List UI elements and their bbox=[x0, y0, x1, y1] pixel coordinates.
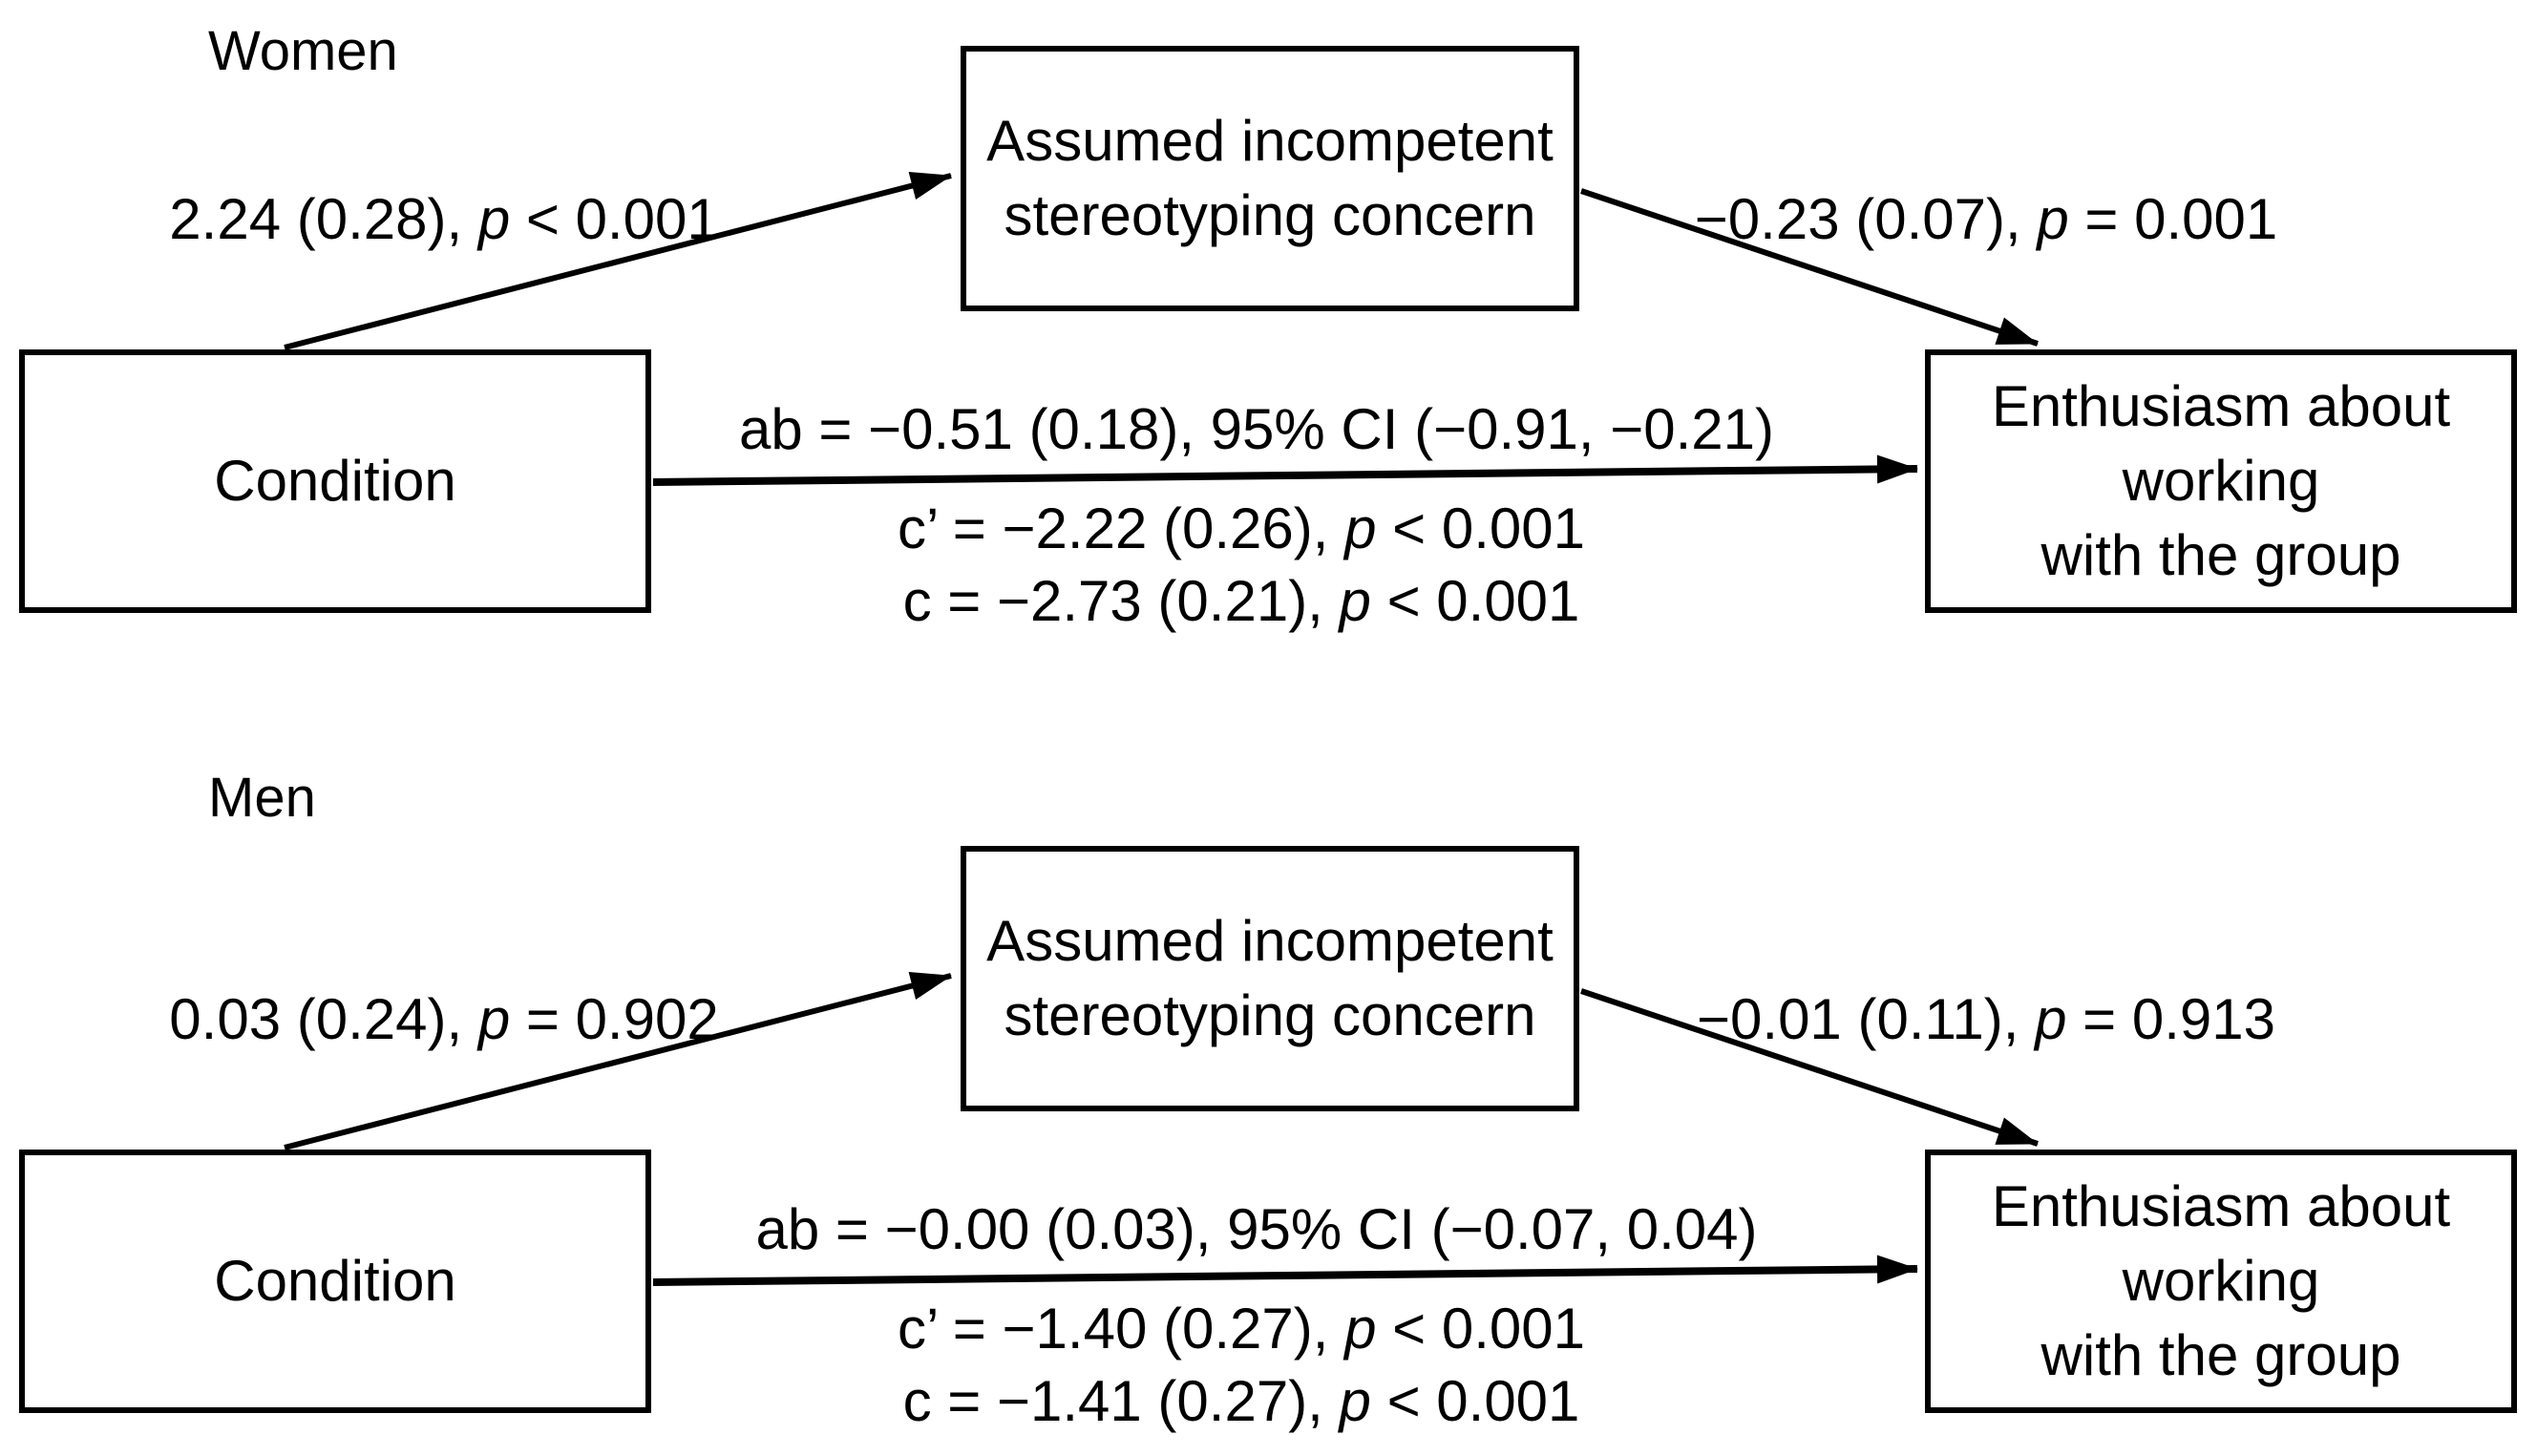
panel-group-label: Women bbox=[208, 20, 398, 82]
outcome-label-line3: with the group bbox=[2040, 1323, 2401, 1387]
panel-men: Men Assumed incompetent stereotyping con… bbox=[0, 768, 2537, 1456]
arrows-layer bbox=[284, 171, 2039, 486]
path-a-arrow bbox=[284, 971, 952, 1150]
path-b-label: −0.23 (0.07), p = 0.001 bbox=[1694, 187, 2278, 251]
mediator-box: Assumed incompetent stereotyping concern bbox=[961, 46, 1579, 311]
direct-path-arrow bbox=[652, 1255, 1918, 1286]
mediator-box: Assumed incompetent stereotyping concern bbox=[961, 846, 1579, 1111]
predictor-box: Condition bbox=[19, 1150, 651, 1413]
outcome-box: Enthusiasm about working with the group bbox=[1925, 1150, 2517, 1413]
mediator-label-line1: Assumed incompetent bbox=[986, 109, 1554, 173]
total-effect-label: c = −2.73 (0.21), p < 0.001 bbox=[902, 569, 1580, 633]
path-a-arrow bbox=[284, 171, 952, 350]
direct-path-arrow bbox=[652, 454, 1918, 486]
outcome-box: Enthusiasm about working with the group bbox=[1925, 349, 2517, 613]
outcome-label-line2: working bbox=[2122, 449, 2320, 513]
total-effect-label: c = −1.41 (0.27), p < 0.001 bbox=[902, 1369, 1580, 1433]
path-a-label: 2.24 (0.28), p < 0.001 bbox=[169, 187, 719, 251]
direct-effect-label: c’ = −1.40 (0.27), p < 0.001 bbox=[898, 1297, 1585, 1361]
predictor-label: Condition bbox=[214, 1249, 456, 1313]
arrows-layer bbox=[284, 971, 2039, 1286]
outcome-label-line1: Enthusiasm about bbox=[1991, 374, 2451, 438]
direct-effect-label: c’ = −2.22 (0.26), p < 0.001 bbox=[898, 496, 1585, 560]
mediator-label-line1: Assumed incompetent bbox=[986, 909, 1554, 973]
predictor-box: Condition bbox=[19, 349, 651, 613]
path-b-arrow bbox=[1580, 988, 2039, 1147]
predictor-label: Condition bbox=[214, 449, 456, 513]
path-a-label: 0.03 (0.24), p = 0.902 bbox=[169, 987, 719, 1051]
indirect-effect-label: ab = −0.51 (0.18), 95% CI (−0.91, −0.21) bbox=[738, 397, 1775, 461]
outcome-label-line2: working bbox=[2122, 1249, 2320, 1313]
panel-women: Women Assumed incompetent stereotyping c… bbox=[0, 0, 2537, 668]
outcome-label-line1: Enthusiasm about bbox=[1991, 1174, 2451, 1238]
path-b-arrow bbox=[1580, 188, 2039, 347]
mediator-label-line2: stereotyping concern bbox=[1004, 983, 1536, 1047]
mediator-label-line2: stereotyping concern bbox=[1004, 183, 1536, 247]
outcome-label-line3: with the group bbox=[2040, 523, 2401, 587]
indirect-effect-label: ab = −0.00 (0.03), 95% CI (−0.07, 0.04) bbox=[755, 1197, 1758, 1261]
panel-group-label: Men bbox=[208, 767, 316, 829]
path-b-label: −0.01 (0.11), p = 0.913 bbox=[1696, 987, 2276, 1051]
